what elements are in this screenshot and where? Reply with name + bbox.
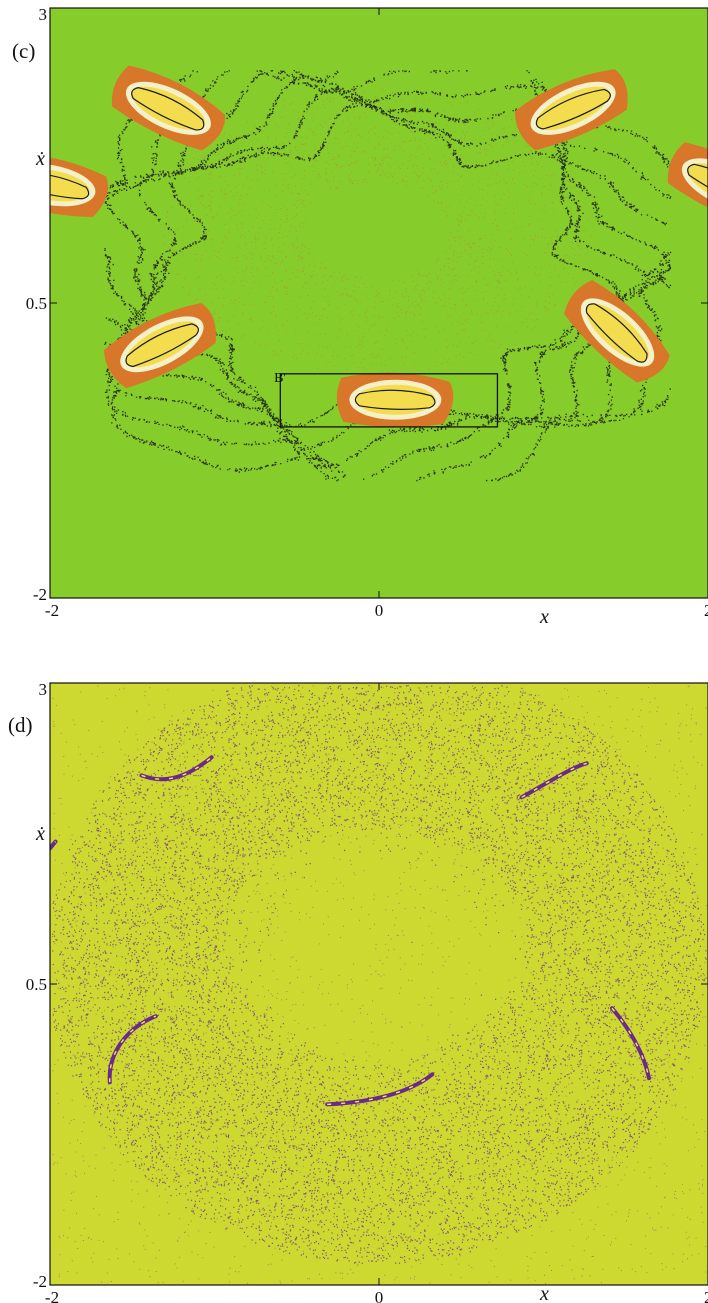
panel-d-ytick-label: -2 bbox=[33, 1272, 47, 1291]
panel-d-filament-highlight bbox=[327, 1073, 433, 1106]
panel-c-island-contour bbox=[535, 88, 611, 130]
panel-c-annotation: B' bbox=[274, 371, 286, 386]
panel-d-orbit-points bbox=[52, 685, 707, 1264]
panel-c-island-core bbox=[355, 384, 436, 415]
panel-d-xtick-label: 0 bbox=[375, 1288, 384, 1303]
panel-c-xlabel: x bbox=[539, 606, 549, 628]
panel-c-island-contour bbox=[50, 172, 90, 200]
panel-c-island-contour bbox=[125, 323, 199, 368]
panel-d-ytick-label: 3 bbox=[39, 680, 48, 699]
panel-d-ytick-label: 0.5 bbox=[26, 975, 47, 994]
panel-c-island bbox=[667, 142, 708, 228]
panel-c-label: (c) bbox=[12, 39, 35, 63]
panel-c-island bbox=[564, 280, 670, 383]
panel-d-filaments bbox=[50, 755, 651, 1107]
panel-c-xtick-label: 2 bbox=[704, 601, 708, 620]
panel-d-filament bbox=[519, 761, 589, 800]
panel-c-island-core bbox=[131, 86, 206, 130]
panel-c-island-core bbox=[687, 163, 708, 207]
panel-c-island-contour bbox=[131, 87, 205, 131]
panel-c-zoom-box bbox=[279, 373, 499, 428]
panel-c-axes: -2 0 2 3 0.5 -2 bbox=[26, 5, 708, 620]
panel-d-background bbox=[50, 683, 708, 1285]
panel-c-ytick-label: 0.5 bbox=[26, 294, 47, 313]
panel-c-island bbox=[336, 372, 454, 428]
panel-c-island-core bbox=[125, 321, 198, 368]
panel-d-filament-highlight bbox=[611, 1007, 650, 1079]
panel-c-island-contour bbox=[354, 389, 436, 410]
panel-d-scatter-layer bbox=[52, 685, 707, 1284]
panel-c-island-core bbox=[586, 303, 649, 362]
panel-c-ytick-label: 3 bbox=[39, 5, 48, 24]
panel-d-filament-highlight bbox=[50, 841, 57, 850]
panel-d-label: (d) bbox=[8, 713, 33, 737]
panel-d-xlabel: x bbox=[539, 1283, 549, 1303]
panel-c-island bbox=[103, 303, 216, 389]
panel-c-island-contour bbox=[585, 303, 648, 363]
panel-c-island-core bbox=[536, 86, 610, 130]
panel-d-axes: -2 0 2 3 0.5 -2 bbox=[26, 680, 708, 1303]
panel-c-ytick-label: -2 bbox=[33, 585, 47, 604]
panel-c-xtick-label: -2 bbox=[45, 601, 59, 620]
panel-c-xtick-label: 0 bbox=[375, 601, 384, 620]
panel-c-island-contour bbox=[687, 163, 708, 208]
panel-d-xtick-label: 2 bbox=[704, 1288, 708, 1303]
panel-d-xtick-label: -2 bbox=[45, 1288, 59, 1303]
panel-c-ylabel: ẋ bbox=[35, 148, 45, 170]
panel-c-island bbox=[514, 69, 628, 151]
panel-c: -2 0 2 3 0.5 -2 (c) ẋ x B' bbox=[12, 5, 708, 628]
panel-c-island bbox=[111, 65, 225, 151]
panel-d-ylabel: ẋ bbox=[35, 823, 45, 845]
panel-d-filament bbox=[139, 755, 214, 782]
panel-d: -2 0 2 3 0.5 -2 (d) ẋ x bbox=[8, 680, 708, 1303]
panel-d-filament bbox=[107, 1014, 158, 1085]
panel-d-filament bbox=[50, 839, 58, 852]
